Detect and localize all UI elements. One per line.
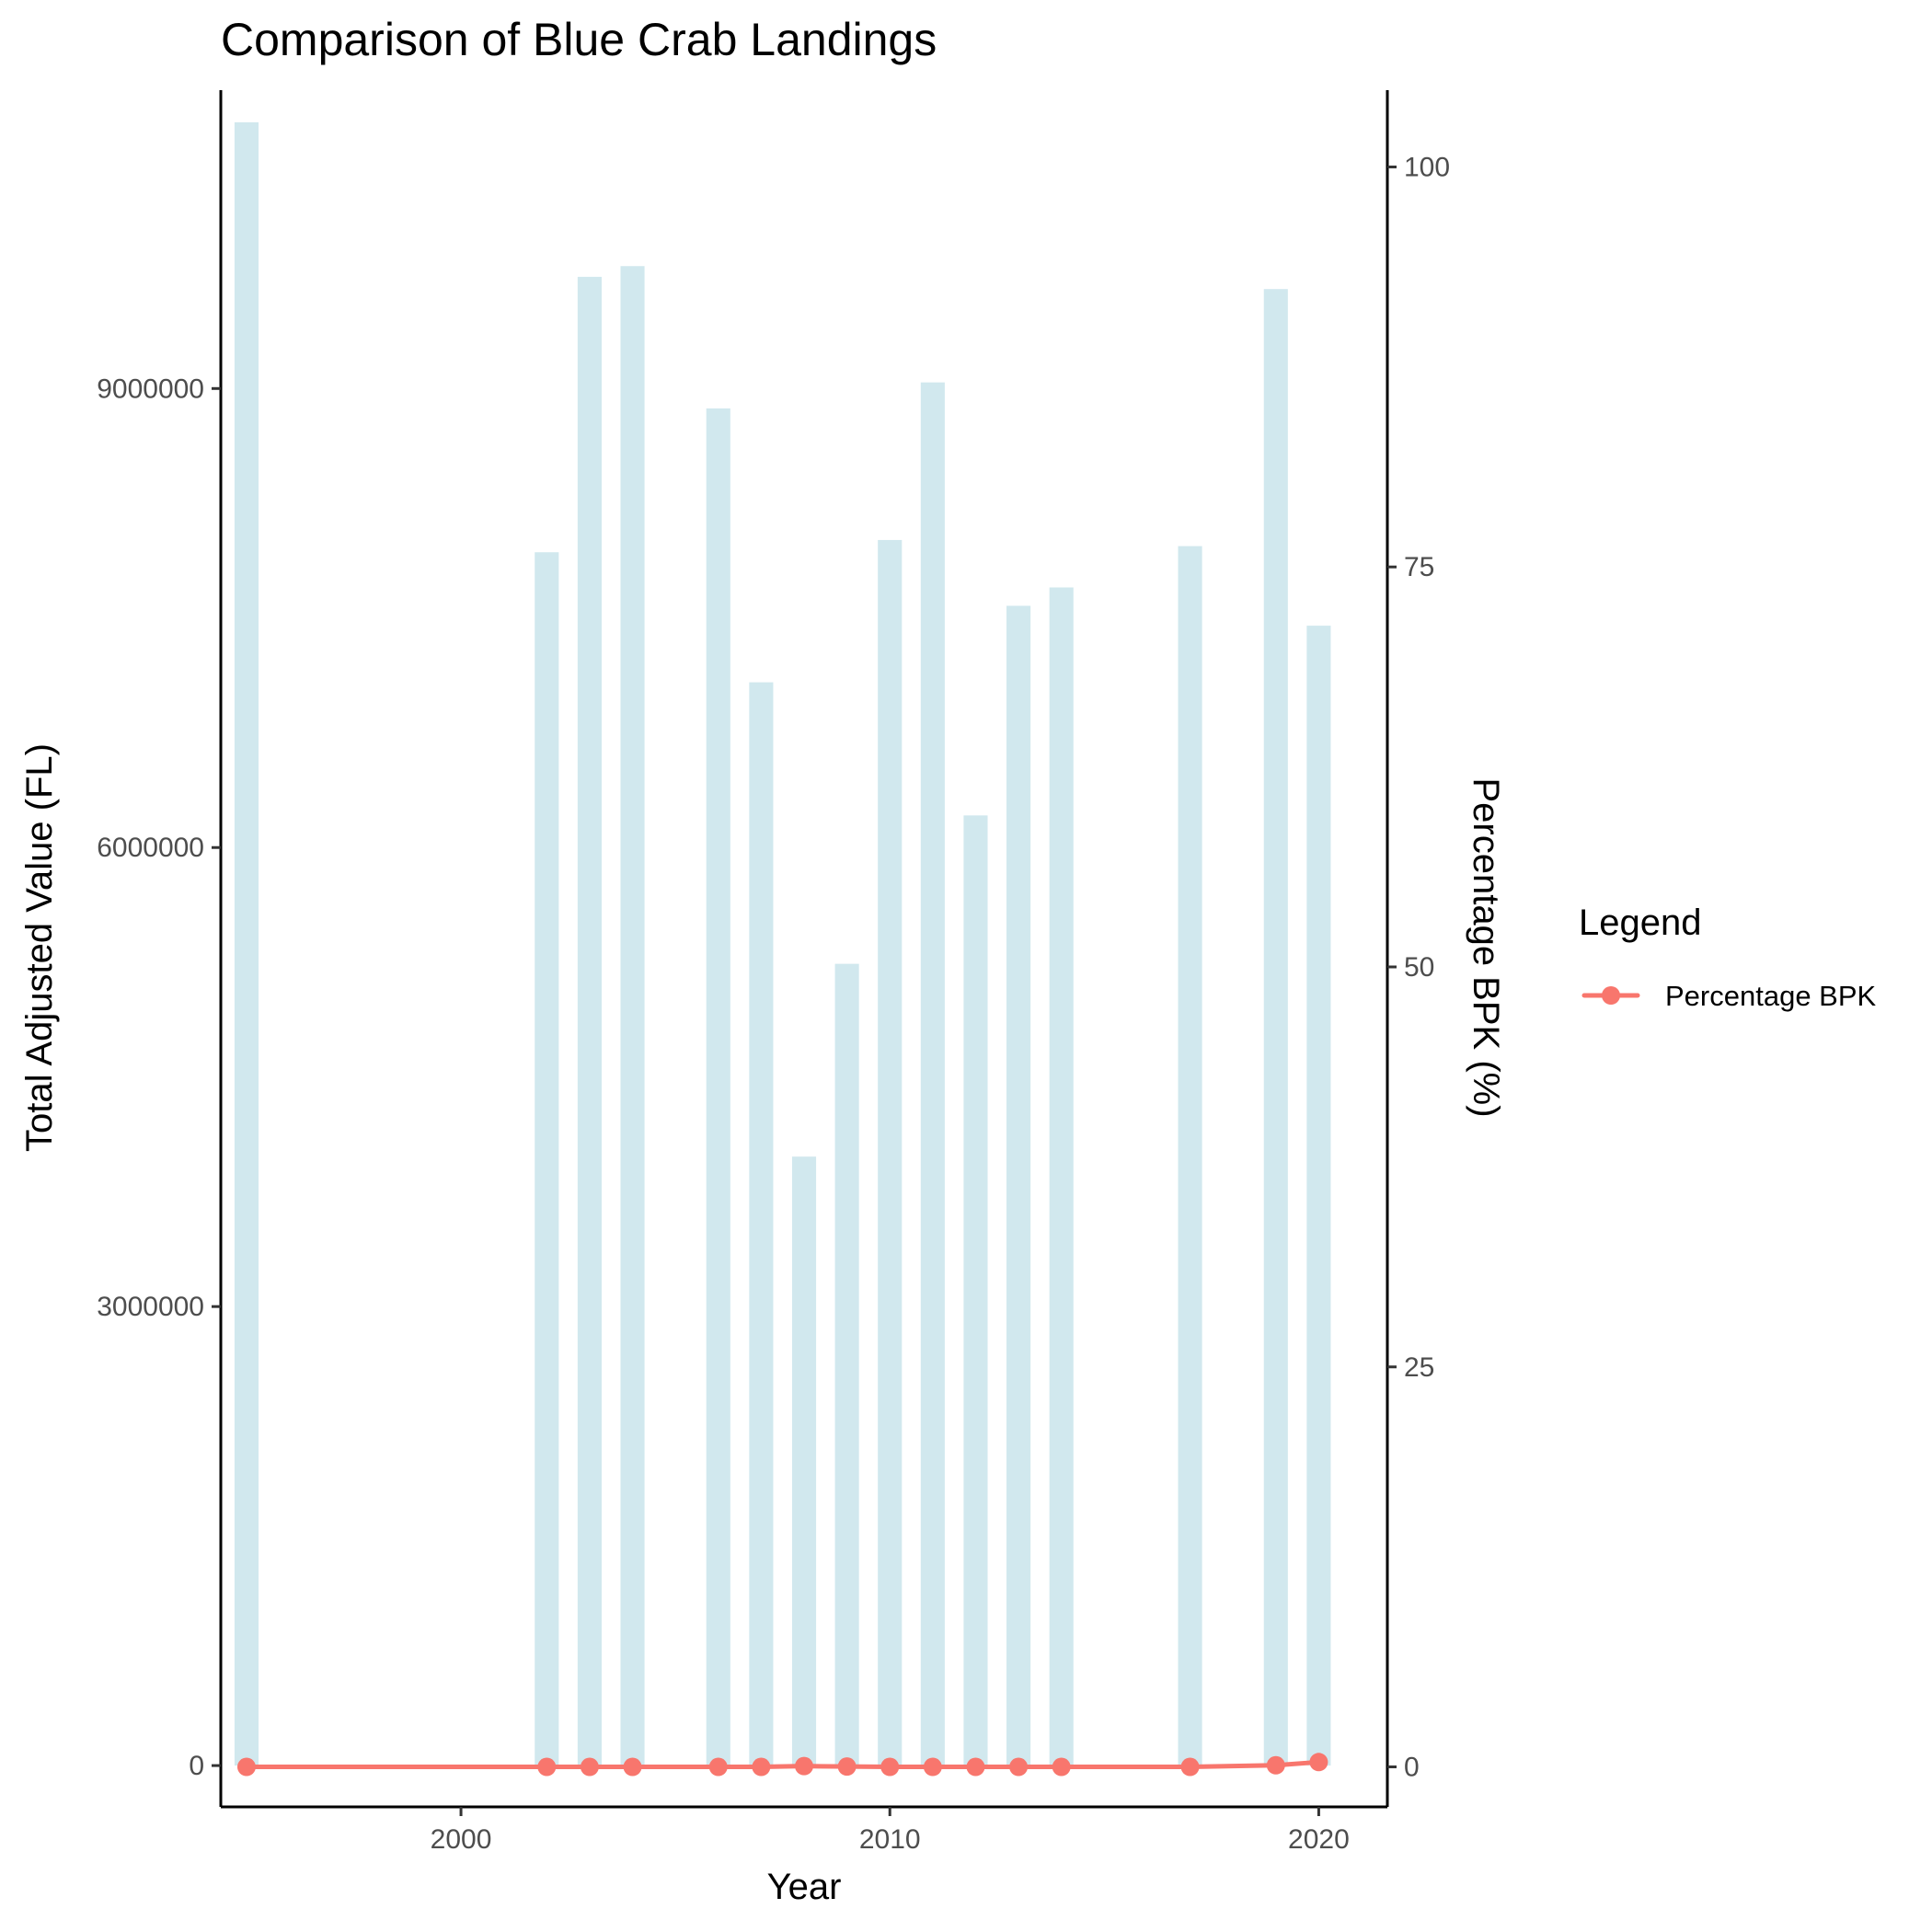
x-tick-label: 2010 (859, 1824, 921, 1855)
x-tick-label: 2020 (1288, 1824, 1350, 1855)
bar-2008 (791, 1156, 817, 1766)
bar-2012 (963, 815, 988, 1766)
bar-2007 (749, 682, 774, 1766)
y2-tick-label: 25 (1404, 1352, 1434, 1383)
bar-series (234, 121, 1331, 1766)
bar-2019 (1263, 289, 1288, 1766)
y-tick-label: 0 (189, 1751, 204, 1781)
bpk-point-2002 (537, 1757, 557, 1777)
y-ticks-right: 0 25 50 75 100 (1387, 152, 1450, 1783)
legend: Legend Percentage BPK (1579, 903, 1877, 1012)
bar-2011 (920, 382, 945, 1766)
bpk-point-2012 (966, 1757, 985, 1777)
legend-point-swatch (1602, 986, 1620, 1005)
bar-2004 (620, 266, 645, 1766)
y-tick-label: 6000000 (97, 833, 204, 863)
x-ticks: 2000 2010 2020 (431, 1807, 1350, 1855)
y-tick-label: 3000000 (97, 1292, 204, 1322)
y-ticks-left: 0 3000000 6000000 9000000 (97, 374, 221, 1781)
bpk-point-2010 (880, 1757, 900, 1777)
x-axis-title: Year (767, 1867, 842, 1907)
bar-2020 (1306, 626, 1331, 1766)
bar-2013 (1006, 605, 1031, 1766)
y2-tick-label: 75 (1404, 552, 1434, 582)
bpk-point-2017 (1180, 1757, 1200, 1777)
bpk-point-2007 (752, 1757, 771, 1777)
bpk-point-2013 (1009, 1757, 1029, 1777)
bpk-point-2008 (795, 1756, 813, 1776)
bpk-point-2006 (708, 1757, 728, 1777)
y-axis-title: Total Adjusted Value (FL) (19, 743, 60, 1152)
x-tick-label: 2000 (431, 1824, 492, 1855)
bpk-point-2011 (923, 1757, 942, 1777)
bar-2002 (535, 552, 559, 1766)
bar-2010 (878, 539, 903, 1766)
y2-axis-title: Percentage BPK (%) (1466, 777, 1506, 1117)
bpk-point-2004 (623, 1757, 642, 1777)
bar-2006 (706, 408, 730, 1766)
bpk-point-2020 (1309, 1753, 1328, 1772)
bpk-point-2019 (1266, 1755, 1285, 1775)
bpk-point-2014 (1052, 1757, 1071, 1777)
bar-2017 (1178, 546, 1202, 1766)
y2-tick-label: 100 (1404, 152, 1450, 182)
bar-2003 (577, 276, 602, 1766)
bar-2014 (1049, 587, 1074, 1766)
legend-label-percentage-bpk: Percentage BPK (1665, 980, 1877, 1012)
bar-2009 (834, 963, 859, 1766)
y-tick-label: 9000000 (97, 374, 204, 404)
bpk-point-2009 (837, 1757, 857, 1777)
bpk-point-1995 (236, 1757, 256, 1777)
bar-1995 (234, 121, 259, 1766)
chart-title: Comparison of Blue Crab Landings (221, 14, 937, 65)
bpk-point-2003 (580, 1757, 599, 1777)
legend-title: Legend (1579, 903, 1701, 943)
y2-tick-label: 50 (1404, 952, 1434, 983)
y2-tick-label: 0 (1404, 1753, 1420, 1783)
percentage-bpk-line (246, 1759, 1319, 1770)
line-series (236, 1753, 1328, 1777)
